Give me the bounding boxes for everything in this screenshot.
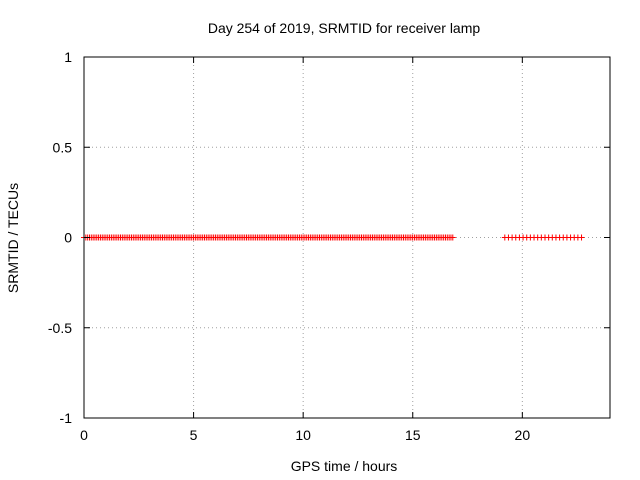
chart-title: Day 254 of 2019, SRMTID for receiver lam… xyxy=(208,20,481,36)
x-tick-label: 0 xyxy=(80,427,88,443)
y-tick-label: 0.5 xyxy=(53,139,73,155)
data-point xyxy=(449,234,456,241)
y-tick-label: 0 xyxy=(64,230,72,246)
y-axis-label: SRMTID / TECUs xyxy=(5,183,21,293)
y-tick-label: -0.5 xyxy=(48,320,72,336)
x-tick-label: 20 xyxy=(515,427,531,443)
y-tick-label: -1 xyxy=(60,410,73,426)
x-tick-label: 5 xyxy=(190,427,198,443)
x-axis-label: GPS time / hours xyxy=(291,458,398,474)
data-points xyxy=(81,234,585,241)
data-point xyxy=(578,234,585,241)
x-tick-label: 15 xyxy=(405,427,421,443)
x-axis-ticks: 0 5 10 15 20 xyxy=(80,57,530,443)
y-axis-ticks: -1 -0.5 0 0.5 1 xyxy=(48,49,610,426)
y-tick-label: 1 xyxy=(64,49,72,65)
x-tick-label: 10 xyxy=(295,427,311,443)
